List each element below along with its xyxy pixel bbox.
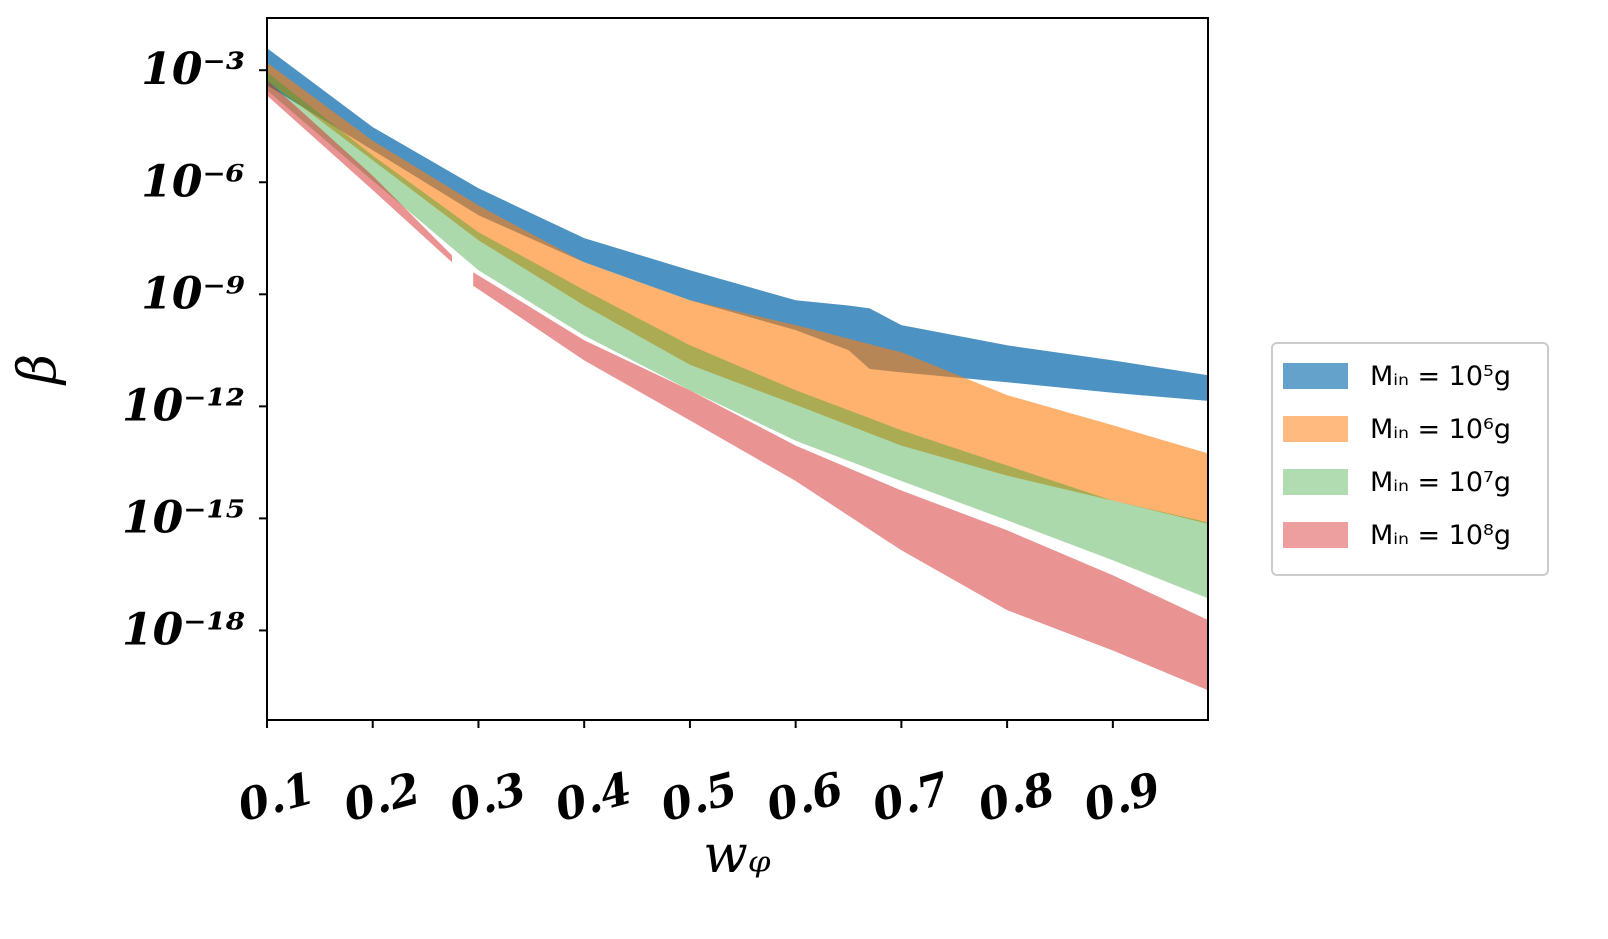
legend-label: Mᵢₙ = 10⁶g [1370,414,1511,445]
y-tick-label: 10⁻¹⁵ [122,492,245,543]
y-tick-label: 10⁻¹⁸ [122,604,245,655]
legend-swatch [1283,416,1348,442]
band-area [267,72,1208,599]
band-area [267,62,1208,524]
x-tick-label: 0.7 [867,763,955,832]
band-area [473,272,1208,691]
x-tick-label: 0.8 [973,763,1060,832]
x-tick-label: 0.5 [656,763,743,832]
legend-label: Mᵢₙ = 10⁷g [1370,467,1511,498]
y-tick-label: 10⁻³ [141,44,245,95]
x-tick-label: 0.4 [550,763,637,832]
x-tick-label: 0.1 [233,763,320,832]
x-tick-label: 0.3 [444,763,531,832]
legend-swatch [1283,522,1348,548]
y-tick-label: 10⁻⁹ [141,268,245,319]
band-area [267,80,452,263]
legend-swatch [1283,363,1348,389]
x-tick-label: 0.6 [761,763,848,832]
band-area [267,48,1208,401]
legend-swatch [1283,469,1348,495]
legend-box [1271,342,1549,576]
x-tick-label: 0.2 [339,763,426,832]
x-axis-label: wᵩ [703,825,771,885]
legend-label: Mᵢₙ = 10⁵g [1370,361,1511,392]
y-axis-label: β [8,354,68,386]
y-tick-label: 10⁻¹² [122,380,245,431]
plot-frame [266,17,1209,721]
y-tick-label: 10⁻⁶ [141,156,245,207]
x-tick-label: 0.9 [1079,763,1166,832]
legend-label: Mᵢₙ = 10⁸g [1370,520,1511,551]
